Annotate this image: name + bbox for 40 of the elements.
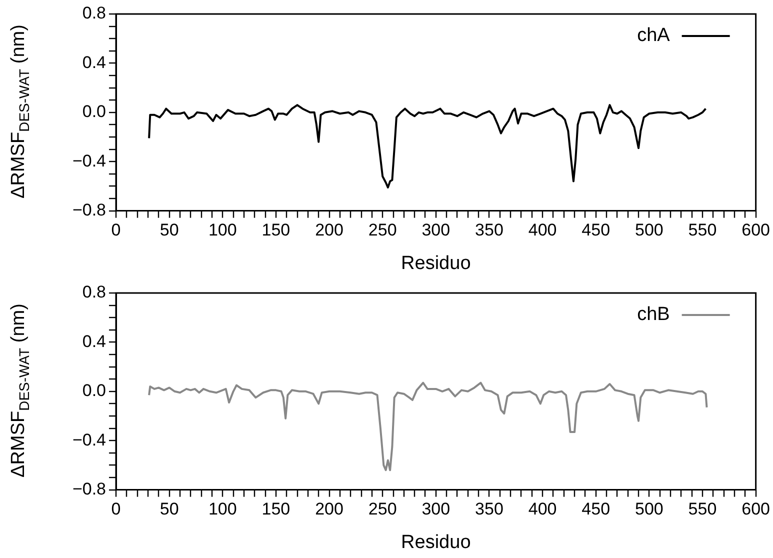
y-tick-label: 0.8 (82, 4, 106, 23)
y-tick-label: −0.8 (72, 479, 106, 498)
x-tick-label: 450 (582, 500, 610, 519)
legend-label: chB (637, 304, 670, 326)
x-tick-label: 350 (475, 500, 504, 519)
x-tick-label: 400 (528, 500, 557, 519)
x-tick-label: 0 (111, 500, 121, 519)
x-tick-label: 500 (634, 220, 664, 240)
x-tick-label: 150 (262, 220, 290, 240)
x-tick-label: 550 (688, 220, 717, 240)
x-tick-label: 50 (160, 220, 179, 240)
x-tick-label: 250 (368, 220, 397, 240)
x-tick-label: 200 (315, 220, 344, 240)
x-tick-label: 600 (742, 500, 770, 519)
y-tick-label: 0.8 (82, 282, 106, 302)
x-tick-label: 0 (111, 220, 121, 240)
x-tick-label: 300 (422, 220, 450, 240)
y-tick-label: −0.8 (72, 200, 106, 220)
x-tick-label: 100 (208, 500, 237, 519)
x-axis-title: Residuo (401, 532, 471, 553)
x-tick-label: 300 (422, 500, 450, 519)
y-tick-label: 0.4 (82, 332, 106, 351)
x-tick-label: 450 (582, 220, 610, 240)
x-axis-title: Residuo (401, 252, 471, 274)
x-tick-label: 550 (688, 500, 717, 519)
x-tick-label: 50 (160, 500, 179, 519)
x-tick-label: 200 (315, 500, 344, 519)
legend-label: chA (637, 25, 670, 46)
y-tick-label: 0.4 (82, 52, 106, 72)
x-tick-label: 150 (262, 500, 290, 519)
y-tick-label: −0.4 (72, 151, 106, 170)
x-tick-label: 100 (208, 220, 237, 240)
y-tick-label: 0.0 (82, 102, 106, 122)
x-tick-label: 400 (528, 220, 557, 240)
x-tick-label: 500 (634, 500, 664, 519)
x-tick-label: 600 (742, 220, 770, 240)
y-tick-label: −0.4 (72, 430, 106, 450)
x-tick-label: 250 (368, 500, 397, 519)
x-tick-label: 350 (475, 220, 504, 240)
y-tick-label: 0.0 (82, 381, 106, 400)
